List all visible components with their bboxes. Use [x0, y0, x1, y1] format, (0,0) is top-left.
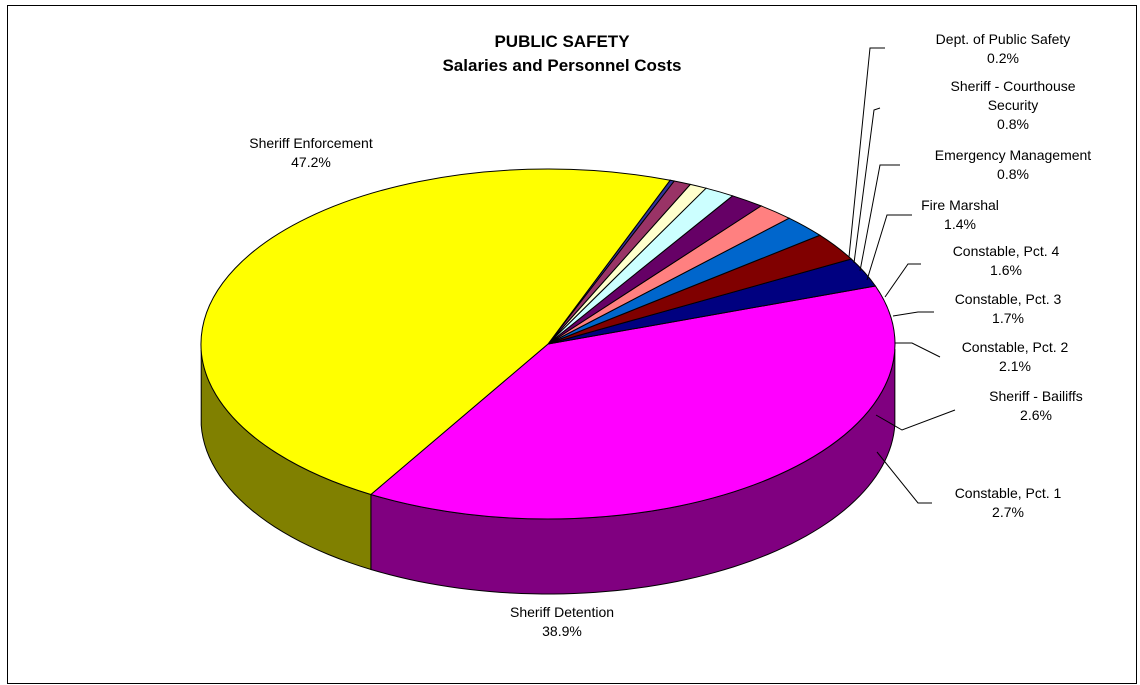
pie-slice-sheriff-enforcement — [200, 168, 672, 496]
label-constable-pct-3: Constable, Pct. 3 1.7% — [955, 291, 1062, 326]
slice-percent: 2.7% — [992, 504, 1024, 520]
slice-percent: 0.8% — [997, 116, 1029, 132]
leader-line-sheriff-courthouse-security — [853, 107, 881, 264]
leader-line-fire-marshal — [866, 214, 912, 281]
label-sheriff-courthouse-security: Sheriff - Courthouse Security 0.8% — [950, 78, 1075, 132]
slice-name: Sheriff Detention — [510, 604, 614, 620]
slice-percent: 1.7% — [992, 310, 1024, 326]
label-sheriff-enforcement: Sheriff Enforcement 47.2% — [249, 135, 373, 170]
slice-name: Constable, Pct. 4 — [953, 243, 1060, 259]
chart-subtitle: Salaries and Personnel Costs — [442, 56, 681, 75]
slice-percent: 0.2% — [987, 50, 1019, 66]
chart-title: PUBLIC SAFETY — [494, 32, 630, 51]
pie-top — [200, 168, 896, 520]
slice-name: Sheriff - Courthouse — [950, 78, 1075, 94]
leader-line-constable-pct-3 — [892, 311, 934, 317]
slice-percent: 2.6% — [1020, 407, 1052, 423]
leader-lines — [848, 47, 956, 504]
leader-line-dept-of-public-safety — [848, 47, 885, 258]
slice-percent: 1.6% — [990, 262, 1022, 278]
leader-line-constable-pct-4 — [884, 263, 921, 298]
slice-name: Sheriff Enforcement — [249, 135, 373, 151]
slice-percent: 0.8% — [997, 166, 1029, 182]
label-constable-pct-4: Constable, Pct. 4 1.6% — [953, 243, 1060, 278]
leader-line-constable-pct-1 — [876, 451, 932, 504]
slice-percent: 2.1% — [999, 358, 1031, 374]
slice-percent: 47.2% — [291, 154, 331, 170]
slice-name: Constable, Pct. 1 — [955, 485, 1062, 501]
label-fire-marshal: Fire Marshal 1.4% — [921, 197, 999, 232]
leader-line-emergency-management — [859, 164, 900, 272]
leader-line-constable-pct-2 — [895, 342, 941, 358]
slice-percent: 38.9% — [542, 623, 582, 639]
leader-line-sheriff-bailiffs — [875, 409, 956, 431]
slice-name: Sheriff - Bailiffs — [989, 388, 1083, 404]
label-dept-of-public-safety: Dept. of Public Safety 0.2% — [936, 31, 1071, 66]
pie-slice-sheriff-detention — [369, 285, 896, 520]
slice-name: Security — [988, 97, 1039, 113]
label-sheriff-detention: Sheriff Detention 38.9% — [510, 604, 614, 639]
slice-name: Constable, Pct. 3 — [955, 291, 1062, 307]
slice-labels: Sheriff Detention 38.9% Constable, Pct. 1 2… — [249, 31, 1091, 639]
label-constable-pct-2: Constable, Pct. 2 2.1% — [962, 339, 1069, 374]
slice-percent: 1.4% — [944, 216, 976, 232]
slice-name: Emergency Management — [935, 147, 1092, 163]
slice-name: Dept. of Public Safety — [936, 31, 1071, 47]
label-emergency-management: Emergency Management 0.8% — [935, 147, 1092, 182]
slice-name: Fire Marshal — [921, 197, 999, 213]
label-sheriff-bailiffs: Sheriff - Bailiffs 2.6% — [989, 388, 1083, 423]
label-constable-pct-1: Constable, Pct. 1 2.7% — [955, 485, 1062, 520]
slice-name: Constable, Pct. 2 — [962, 339, 1069, 355]
